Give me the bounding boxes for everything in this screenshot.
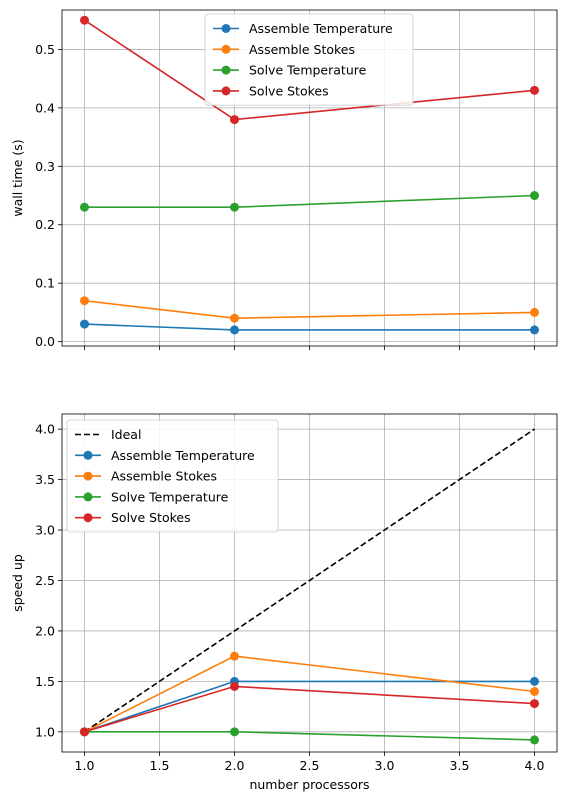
data-point-solve-temperature	[530, 191, 539, 201]
legend-marker	[83, 492, 93, 502]
wall-time-chart: 0.0 0.1 0.2 0.3 0.4 0.5 wall time (s) Assemble …	[10, 9, 558, 350]
legend-marker	[221, 44, 231, 54]
y-axis-label: wall time (s)	[10, 139, 25, 216]
data-point-assemble-temperature	[530, 325, 539, 335]
y-tick-label: 3.0	[35, 523, 55, 538]
data-point-solve-temperature	[230, 727, 239, 737]
x-tick-label: 2.5	[300, 758, 320, 773]
legend-entry: Assemble Temperature	[249, 21, 393, 36]
legend-entry: Assemble Temperature	[111, 448, 255, 463]
data-point-assemble-temperature	[530, 676, 539, 686]
legend-marker	[221, 86, 231, 96]
data-point-solve-temperature	[80, 202, 89, 212]
y-axis-label: speed up	[10, 554, 25, 612]
data-point-solve-temperature	[230, 202, 239, 212]
legend-marker	[83, 450, 93, 460]
y-tick-label: 0.1	[35, 276, 55, 291]
data-point-assemble-temperature	[80, 319, 89, 329]
data-point-solve-stokes	[80, 727, 89, 737]
legend-marker	[83, 471, 93, 481]
data-point-solve-temperature	[530, 735, 539, 745]
legend-marker	[221, 24, 231, 33]
y-tick-label: 0.4	[35, 100, 55, 115]
legend-marker	[221, 65, 231, 75]
legend-box	[204, 13, 414, 106]
x-tick-label: 1.5	[150, 758, 170, 773]
legend: Assemble Temperature Assemble Stokes Solve…	[204, 13, 414, 106]
plot-area	[80, 428, 539, 745]
y-tick-label: 0.5	[35, 42, 55, 57]
legend-entry: Solve Temperature	[111, 489, 229, 504]
legend-marker	[83, 513, 93, 523]
axes-frame	[61, 9, 558, 347]
data-point-solve-stokes	[230, 115, 239, 125]
x-tick-label: 1.0	[75, 758, 95, 773]
plot-area	[80, 15, 539, 335]
legend-entry: Ideal	[111, 427, 141, 442]
x-tick-label: 3.5	[450, 758, 470, 773]
y-tick-label: 1.0	[35, 724, 55, 739]
data-point-solve-stokes	[530, 699, 539, 709]
y-tick-label: 0.0	[35, 334, 55, 349]
x-tick-label: 4.0	[525, 758, 545, 773]
x-axis-label: number processors	[249, 777, 369, 792]
y-tick-label: 1.5	[35, 674, 55, 689]
y-tick-label: 4.0	[35, 422, 55, 437]
data-point-assemble-temperature	[230, 325, 239, 335]
axes-frame	[61, 413, 558, 753]
data-point-solve-stokes	[530, 85, 539, 95]
y-tick-label: 0.2	[35, 217, 55, 232]
legend: Ideal Assemble Temperature Assemble Stokes…	[66, 419, 279, 533]
data-point-solve-stokes	[80, 15, 89, 25]
legend-entry: Solve Temperature	[249, 63, 367, 78]
legend-box	[66, 419, 279, 533]
legend-entry: Assemble Stokes	[111, 469, 217, 484]
y-tick-label: 0.3	[35, 159, 55, 174]
data-point-assemble-stokes	[230, 651, 239, 661]
speed-up-chart: 1.0 1.5 2.0 2.5 3.0 3.5 4.0 1.0 1.5 2.0 2.5 3.0 3.5 4…	[10, 413, 558, 792]
legend-entry: Solve Stokes	[111, 510, 191, 525]
series-line-ideal	[84, 428, 535, 733]
y-tick-label: 2.5	[35, 573, 55, 588]
y-tick-label: 2.0	[35, 623, 55, 638]
data-point-assemble-stokes	[230, 313, 239, 323]
data-point-assemble-stokes	[530, 686, 539, 696]
data-point-assemble-stokes	[530, 307, 539, 317]
x-tick-label: 2.0	[225, 758, 245, 773]
data-point-assemble-stokes	[80, 296, 89, 306]
data-point-solve-stokes	[230, 681, 239, 691]
y-tick-label: 3.5	[35, 472, 55, 487]
legend-entry: Solve Stokes	[249, 83, 329, 98]
x-tick-label: 3.0	[375, 758, 395, 773]
legend-entry: Assemble Stokes	[249, 42, 355, 57]
